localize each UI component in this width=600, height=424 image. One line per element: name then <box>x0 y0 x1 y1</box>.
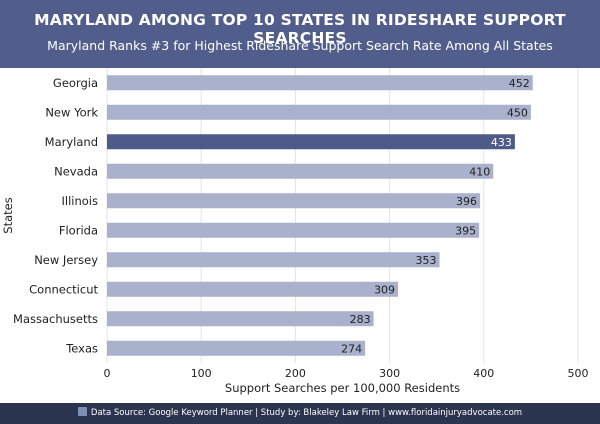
data-label: 410 <box>469 165 490 178</box>
bar-new-jersey <box>107 252 440 268</box>
bar-illinois <box>107 193 481 209</box>
bar-chart: 452 Georgia 450 New York 433 Maryland 410 Nevad… <box>1 68 589 395</box>
category-label: Nevada <box>54 164 98 178</box>
x-axis-label: Support Searches per 100,000 Residents <box>225 381 460 395</box>
bar-maryland <box>107 134 515 150</box>
data-label: 283 <box>350 313 371 326</box>
bar-texas <box>107 340 366 356</box>
category-label: Florida <box>59 223 98 237</box>
bar-connecticut <box>107 281 399 297</box>
footer: Data Source: Google Keyword Planner | St… <box>0 403 600 424</box>
chart-title: MARYLAND AMONG TOP 10 STATES IN RIDESHAR… <box>34 11 566 47</box>
category-label: New York <box>45 105 98 119</box>
footer-text: Data Source: Google Keyword Planner | St… <box>90 408 523 418</box>
data-label: 396 <box>456 195 477 208</box>
y-axis-label: States <box>1 197 15 233</box>
bar-florida <box>107 222 480 238</box>
x-tick-label: 500 <box>568 367 589 380</box>
data-label: 452 <box>509 77 530 90</box>
chart-subtitle: Maryland Ranks #3 for Highest Rideshare … <box>47 38 553 53</box>
x-tick-label: 300 <box>379 367 400 380</box>
category-label: Texas <box>65 341 98 355</box>
bar-massachusetts <box>107 311 374 327</box>
category-label: Illinois <box>62 194 99 208</box>
x-tick-label: 0 <box>104 367 111 380</box>
bar-new-york <box>107 104 531 120</box>
data-label: 274 <box>341 342 362 355</box>
category-label: Connecticut <box>29 282 98 296</box>
bar-nevada <box>107 163 494 179</box>
data-label: 395 <box>455 224 476 237</box>
x-tick-label: 200 <box>285 367 306 380</box>
chart-icon <box>77 407 87 416</box>
category-label: New Jersey <box>34 253 98 267</box>
category-label: Maryland <box>45 135 98 149</box>
bar-georgia <box>107 75 533 91</box>
data-label: 309 <box>374 283 395 296</box>
x-tick-label: 400 <box>473 367 494 380</box>
data-label: 433 <box>491 136 512 149</box>
data-label: 353 <box>416 254 437 267</box>
category-label: Massachusetts <box>13 312 98 326</box>
data-label: 450 <box>507 106 528 119</box>
category-label: Georgia <box>53 76 98 90</box>
x-tick-label: 100 <box>191 367 212 380</box>
chart-header: MARYLAND AMONG TOP 10 STATES IN RIDESHAR… <box>0 0 600 68</box>
